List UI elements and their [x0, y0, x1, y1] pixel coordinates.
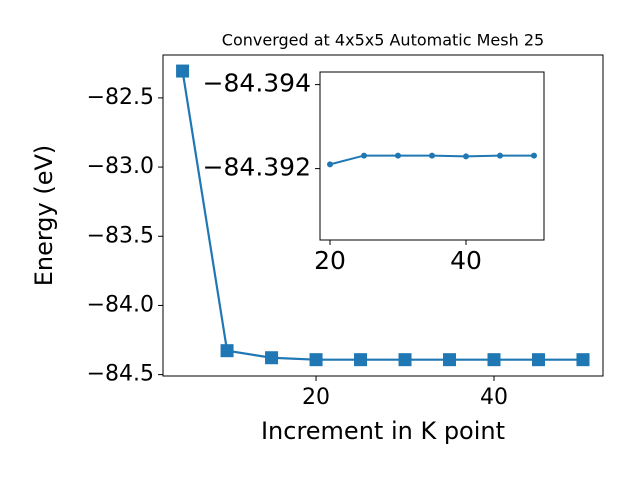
- x-axis-label: Increment in K point: [261, 417, 505, 445]
- marker: [354, 353, 368, 367]
- marker: [220, 344, 234, 358]
- x-tick-label: 40: [480, 385, 508, 410]
- marker: [497, 152, 504, 159]
- chart-title: Converged at 4x5x5 Automatic Mesh 25: [222, 31, 544, 50]
- marker: [309, 353, 323, 367]
- marker: [265, 351, 279, 365]
- x-tick-label: 40: [450, 246, 482, 275]
- y-tick-label: −83.5: [87, 223, 154, 248]
- marker: [360, 152, 367, 159]
- marker: [398, 353, 412, 367]
- y-tick-label: −82.5: [87, 85, 154, 110]
- y-axis-label: Energy (eV): [30, 145, 58, 287]
- y-tick-label: −83.0: [87, 154, 154, 179]
- marker: [326, 161, 333, 168]
- y-tick-label: −84.0: [87, 292, 154, 317]
- x-tick-label: 20: [314, 246, 346, 275]
- marker: [429, 152, 435, 159]
- marker: [443, 353, 457, 367]
- marker: [576, 353, 590, 367]
- y-tick-label: −84.392: [203, 153, 311, 182]
- x-tick-label: 20: [302, 385, 330, 410]
- marker: [487, 353, 501, 367]
- marker: [394, 152, 401, 159]
- y-tick-label: −84.394: [203, 69, 311, 98]
- marker: [463, 153, 470, 160]
- marker: [176, 64, 190, 78]
- y-tick-label: −84.5: [87, 362, 154, 387]
- marker: [531, 152, 538, 159]
- data-line: [181, 70, 583, 361]
- marker: [531, 353, 545, 367]
